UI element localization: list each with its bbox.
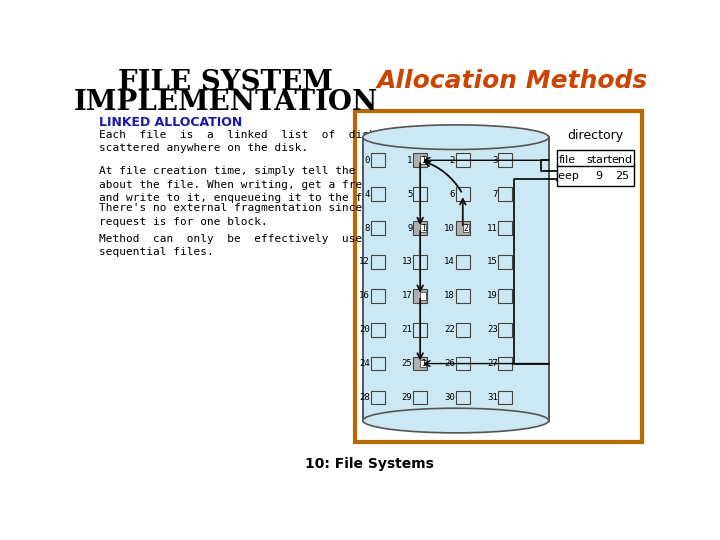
Bar	[355, 111, 642, 442]
Text: There's no external fragmentation since each
request is for one block.: There's no external fragmentation since …	[99, 204, 396, 227]
Text: 6: 6	[450, 190, 455, 199]
Bar	[498, 153, 513, 167]
Text: 27: 27	[487, 359, 498, 368]
Bar	[413, 221, 427, 235]
Ellipse shape	[363, 408, 549, 433]
Text: 16: 16	[359, 291, 370, 300]
Text: 1: 1	[420, 156, 426, 165]
Bar	[456, 221, 469, 235]
Text: FILE SYSTEM: FILE SYSTEM	[118, 69, 333, 96]
Bar	[456, 153, 469, 167]
Ellipse shape	[363, 125, 549, 150]
Bar	[413, 153, 427, 167]
Text: 7: 7	[492, 190, 498, 199]
Text: 10: File Systems: 10: File Systems	[305, 457, 433, 471]
Bar	[498, 356, 513, 370]
Bar	[371, 289, 384, 303]
Bar	[420, 157, 426, 164]
Text: 28: 28	[359, 393, 370, 402]
Text: 3: 3	[492, 156, 498, 165]
Bar	[420, 224, 426, 232]
Text: file: file	[559, 154, 576, 165]
Bar	[413, 323, 427, 336]
Text: 1: 1	[407, 156, 413, 165]
Text: 11: 11	[487, 224, 498, 233]
Text: 17: 17	[402, 291, 413, 300]
Text: Method  can  only  be  effectively  used  for
sequential files.: Method can only be effectively used for …	[99, 234, 403, 258]
Bar	[413, 289, 427, 303]
Text: 24: 24	[359, 359, 370, 368]
Text: Each  file  is  a  linked  list  of  disk  blocks,
scattered anywhere on the dis: Each file is a linked list of disk block…	[99, 130, 437, 153]
Bar	[413, 187, 427, 201]
Text: 2: 2	[464, 224, 468, 233]
Text: 23: 23	[487, 325, 498, 334]
Text: 1: 1	[420, 359, 426, 368]
Bar	[498, 187, 513, 201]
Bar	[456, 323, 469, 336]
Bar	[498, 390, 513, 404]
Text: end: end	[612, 154, 633, 165]
Text: At file creation time, simply tell the directory
about the file. When writing, g: At file creation time, simply tell the d…	[99, 166, 437, 203]
Text: 0: 0	[364, 156, 370, 165]
Text: 25: 25	[616, 172, 629, 181]
Text: 29: 29	[402, 393, 413, 402]
Text: directory: directory	[567, 129, 624, 142]
Bar	[413, 390, 427, 404]
Text: Allocation Methods: Allocation Methods	[377, 69, 648, 93]
Bar	[456, 390, 469, 404]
Bar	[413, 255, 427, 269]
Text: 9: 9	[407, 224, 413, 233]
Bar	[371, 187, 384, 201]
Bar	[456, 289, 469, 303]
Text: 26: 26	[444, 359, 455, 368]
Text: 14: 14	[444, 258, 455, 266]
Text: 21: 21	[402, 325, 413, 334]
Text: start: start	[586, 154, 612, 165]
Bar	[371, 356, 384, 370]
Bar	[371, 323, 384, 336]
Bar	[420, 292, 426, 300]
Bar	[420, 360, 426, 367]
Text: 25: 25	[402, 359, 413, 368]
Bar	[371, 390, 384, 404]
Text: 4: 4	[364, 190, 370, 199]
Bar	[371, 255, 384, 269]
Text: 5: 5	[407, 190, 413, 199]
Bar	[413, 356, 427, 370]
Text: 12: 12	[359, 258, 370, 266]
Text: 8: 8	[364, 224, 370, 233]
Bar	[456, 255, 469, 269]
Text: 9: 9	[595, 172, 603, 181]
Text: LINKED ALLOCATION: LINKED ALLOCATION	[99, 116, 243, 129]
Text: 20: 20	[359, 325, 370, 334]
Text: 30: 30	[444, 393, 455, 402]
Bar	[498, 289, 513, 303]
Text: 13: 13	[402, 258, 413, 266]
Text: 15: 15	[487, 258, 498, 266]
Text: 1: 1	[420, 224, 426, 233]
Bar	[456, 187, 469, 201]
Text: 10: 10	[444, 224, 455, 233]
Bar	[456, 356, 469, 370]
Bar	[463, 224, 469, 232]
Text: jeep: jeep	[555, 172, 580, 181]
Text: 22: 22	[444, 325, 455, 334]
Bar	[363, 137, 549, 421]
Text: 31: 31	[487, 393, 498, 402]
Bar	[371, 153, 384, 167]
Bar	[498, 221, 513, 235]
Text: 19: 19	[487, 291, 498, 300]
Bar	[498, 255, 513, 269]
Bar	[498, 323, 513, 336]
Text: 18: 18	[444, 291, 455, 300]
Bar	[557, 150, 634, 186]
Text: 2: 2	[450, 156, 455, 165]
Text: IMPLEMENTATION: IMPLEMENTATION	[73, 90, 378, 117]
Bar	[371, 221, 384, 235]
